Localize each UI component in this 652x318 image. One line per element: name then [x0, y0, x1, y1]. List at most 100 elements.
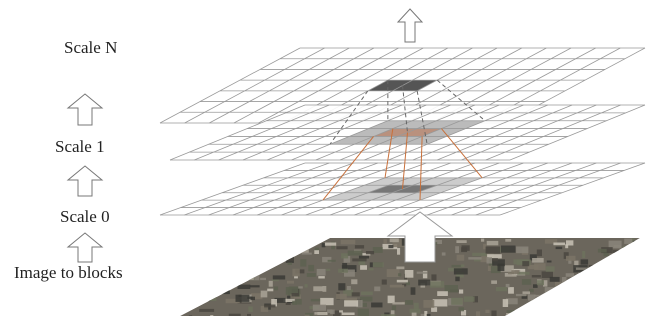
image-texture — [624, 239, 632, 244]
image-texture — [549, 311, 555, 318]
image-texture — [286, 239, 297, 242]
image-texture — [220, 249, 228, 257]
image-texture — [601, 278, 613, 282]
image-texture — [194, 255, 208, 257]
image-texture — [546, 295, 549, 301]
image-texture — [344, 300, 358, 306]
image-texture — [639, 255, 647, 260]
image-texture — [481, 239, 484, 242]
image-texture — [297, 248, 309, 253]
image-texture — [292, 301, 297, 305]
image-texture — [423, 300, 434, 308]
image-texture — [392, 306, 396, 311]
image-texture — [228, 270, 234, 274]
image-texture — [516, 247, 528, 254]
image-texture — [636, 271, 650, 277]
image-texture — [233, 276, 244, 281]
image-texture — [501, 246, 516, 253]
image-texture — [581, 271, 584, 278]
image-texture — [636, 303, 644, 309]
image-texture — [445, 285, 458, 292]
image-texture — [276, 257, 284, 261]
image-texture — [181, 263, 188, 270]
image-texture — [314, 250, 319, 254]
image-texture — [485, 310, 489, 313]
image-texture — [405, 270, 414, 278]
image-texture — [556, 247, 563, 249]
image-texture — [455, 246, 459, 253]
image-texture — [373, 262, 384, 267]
up-arrow-left — [68, 233, 102, 262]
image-texture — [461, 264, 465, 267]
image-texture — [487, 257, 493, 263]
image-texture — [437, 291, 448, 296]
image-texture — [566, 304, 575, 311]
image-texture — [247, 297, 252, 299]
image-texture — [298, 286, 303, 288]
image-texture — [418, 280, 430, 286]
image-texture — [256, 238, 267, 241]
image-texture — [228, 273, 240, 275]
image-texture — [307, 273, 316, 277]
image-texture — [625, 310, 638, 317]
image-texture — [528, 295, 536, 301]
image-texture — [208, 296, 217, 301]
image-texture — [576, 268, 589, 270]
image-texture — [604, 278, 607, 285]
image-texture — [390, 285, 404, 288]
image-texture — [388, 296, 395, 304]
image-texture — [587, 275, 593, 281]
image-texture — [464, 296, 475, 301]
image-texture — [496, 287, 507, 291]
scale-label: Scale 0 — [60, 207, 110, 226]
image-texture — [636, 289, 641, 295]
image-texture — [522, 261, 529, 266]
image-texture — [581, 302, 589, 309]
image-texture — [564, 296, 575, 302]
image-texture — [243, 272, 254, 280]
image-texture — [598, 280, 611, 284]
image-texture — [582, 283, 592, 285]
image-texture — [221, 274, 226, 277]
image-texture — [605, 273, 618, 278]
image-texture — [300, 259, 306, 266]
image-texture — [206, 276, 219, 282]
image-texture — [194, 259, 202, 265]
image-texture — [553, 243, 565, 246]
image-texture — [610, 278, 620, 285]
image-texture — [362, 303, 367, 307]
image-texture — [311, 238, 319, 244]
image-texture — [250, 285, 260, 287]
image-texture — [574, 279, 583, 282]
image-texture — [586, 277, 590, 282]
up-arrow-left — [68, 166, 102, 196]
image-texture — [358, 309, 369, 316]
image-texture — [506, 284, 510, 288]
image-texture — [342, 313, 355, 316]
image-texture — [451, 298, 463, 305]
image-texture — [595, 281, 604, 288]
image-texture — [522, 296, 528, 299]
image-texture — [598, 266, 606, 268]
image-texture — [590, 290, 597, 296]
image-texture — [223, 248, 226, 255]
image-texture — [206, 258, 215, 263]
image-texture — [604, 313, 615, 316]
image-texture — [339, 310, 343, 312]
image-texture — [491, 280, 497, 284]
image-texture — [624, 300, 638, 303]
image-texture — [442, 252, 446, 255]
image-texture — [200, 291, 215, 295]
image-texture — [615, 287, 619, 289]
image-texture — [213, 255, 218, 260]
image-texture — [505, 239, 511, 242]
image-texture — [318, 276, 325, 278]
image-texture — [366, 251, 374, 254]
image-texture — [272, 279, 279, 281]
image-texture — [336, 294, 347, 299]
image-texture — [229, 314, 241, 317]
image-texture — [455, 277, 459, 282]
image-texture — [545, 287, 558, 294]
image-texture — [257, 250, 262, 254]
image-texture — [597, 301, 601, 306]
